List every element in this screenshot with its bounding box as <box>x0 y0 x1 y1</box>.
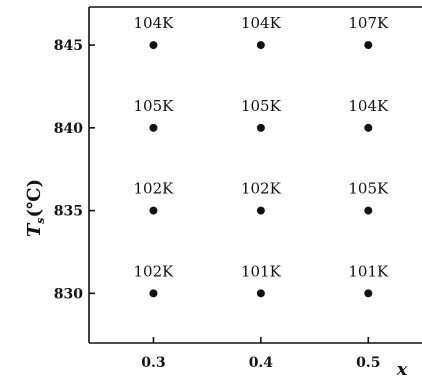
data-point-label: 107K <box>348 14 389 32</box>
data-point <box>256 123 265 132</box>
data-point-label: 105K <box>241 97 282 115</box>
data-point-label: 102K <box>241 180 282 198</box>
x-tick-label: 0.3 <box>141 355 165 371</box>
y-axis-label-subscript: s <box>34 218 47 224</box>
data-point-label: 105K <box>134 97 175 115</box>
x-axis-label: x <box>396 359 408 377</box>
x-tick-label: 0.4 <box>249 355 274 371</box>
data-point <box>364 206 373 215</box>
x-ticks: 0.3 0.4 0.5 <box>141 337 380 371</box>
y-ticks: 830 835 840 845 <box>54 38 95 302</box>
x-tick-label: 0.5 <box>356 355 380 371</box>
data-point <box>256 41 265 50</box>
data-point <box>149 41 158 50</box>
data-point-label: 104K <box>134 14 175 32</box>
data-point <box>364 41 373 50</box>
y-tick-label: 845 <box>54 38 83 54</box>
data-point-label: 104K <box>241 14 282 32</box>
data-point <box>149 123 158 132</box>
data-point-label: 101K <box>241 262 282 280</box>
data-point <box>149 289 158 298</box>
data-point <box>149 206 158 215</box>
y-axis-label-unit: (℃) <box>24 179 45 218</box>
y-tick-label: 830 <box>54 286 83 302</box>
y-axis-label-main: T <box>24 222 45 237</box>
y-tick-label: 840 <box>54 121 83 137</box>
data-point-label: 102K <box>134 180 175 198</box>
data-point <box>256 289 265 298</box>
data-point-label: 101K <box>348 262 389 280</box>
y-axis-label: Ts(℃) <box>24 179 47 237</box>
data-point-label: 105K <box>348 180 389 198</box>
y-axis-title: Ts(℃) <box>24 179 47 237</box>
data-point <box>364 289 373 298</box>
data-points: 104K 104K 107K 105K 105K 104K 102K 102K 105K 102K… <box>134 14 389 298</box>
data-point-label: 104K <box>348 97 389 115</box>
data-point <box>364 123 373 132</box>
data-point <box>256 206 265 215</box>
data-point-label: 102K <box>134 262 175 280</box>
y-tick-label: 835 <box>54 204 83 220</box>
plot-frame <box>88 6 422 344</box>
